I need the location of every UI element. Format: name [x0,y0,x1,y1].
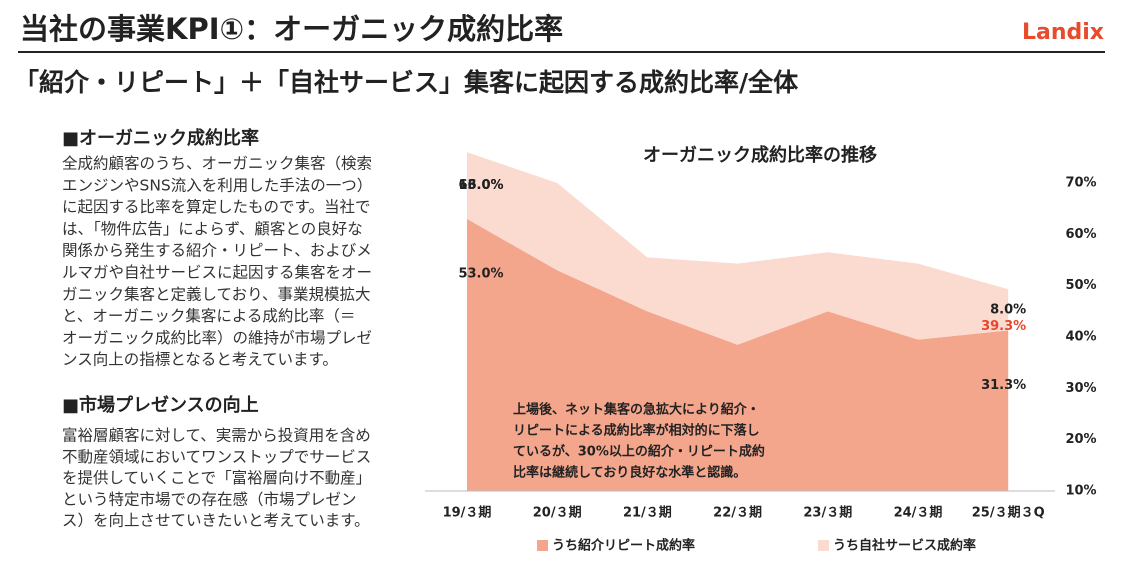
legend-label: うち紹介リピート成約率 [552,538,695,554]
data-label: 53.0% [458,266,503,281]
body-text: ルマガや自社サービスに起因する集客をオー [62,264,372,282]
x-tick-label: 25/３期３Q [972,506,1045,521]
annotation: 上場後、ネット集客の急拡大により紹介・ [513,402,760,418]
y-tick-label: 70% [1065,176,1096,191]
x-tick-label: 23/３期 [803,506,852,521]
subtitle: 「紹介・リピート」＋「自社サービス」集客に起因する成約比率/全体 [14,68,799,97]
y-tick-label: 40% [1065,330,1096,345]
section-heading: ■市場プレゼンスの向上 [62,394,259,416]
area [467,218,1009,491]
total-label: 39.3% [981,319,1026,334]
body-text: 不動産領域においてワンストップでサービス [62,448,371,466]
body-text: 富裕層顧客に対して、実需から投資用を含め [62,427,371,445]
y-tick-label: 50% [1065,278,1096,293]
slide-title: 当社の事業KPI①：オーガニック成約比率 [20,12,563,46]
x-tick-label: 21/３期 [623,506,672,521]
body-text: ス）を向上させていきたいと考えています。 [62,512,370,530]
body-text: は、「物件広告」によらず、顧客との良好な [62,220,363,238]
section-heading: ■オーガニック成約比率 [62,127,259,149]
body-text: オーガニック成約比率）の維持が市場プレゼ [62,329,372,347]
body-text: 関係から発生する紹介・リピート、およびメ [62,242,372,260]
data-label: 13.0% [458,178,503,193]
logo: Landix [1022,20,1104,45]
body-text: エンジンやSNS流入を利用した手法の一つ） [62,176,372,194]
body-text: という特定市場での存在感（市場プレゼン [62,490,357,508]
x-tick-label: 22/３期 [713,506,762,521]
annotation: リピートによる成約比率が相対的に下落し [513,423,760,439]
x-tick-label: 24/３期 [894,506,943,521]
legend-label: うち自社サービス成約率 [833,538,976,554]
body-text: ンス向上の指標となると考えています。 [62,351,338,369]
body-text: と、オーガニック集客による成約比率（＝ [62,307,355,325]
total-label: 66.0% [458,178,503,193]
legend-swatch [537,540,548,551]
body-text: ガニック集客と定義しており、事業規模拡大 [62,285,370,303]
area [467,152,1009,345]
x-tick-label: 19/３期 [443,506,492,521]
y-tick-label: 10% [1065,484,1096,499]
body-text: に起因する比率を算定したものです。当社で [62,197,370,216]
body-text: 全成約顧客のうち、オーガニック集客（検索 [62,155,372,173]
annotation: ているが、30%以上の紹介・リピート成約 [513,444,765,460]
annotation: 比率は継続しており良好な水準と認識。 [513,465,746,481]
legend-swatch [818,540,829,551]
chart-title: オーガニック成約比率の推移 [643,144,877,166]
y-tick-label: 30% [1065,381,1096,396]
data-label: 8.0% [990,302,1026,317]
x-tick-label: 20/３期 [533,506,582,521]
y-tick-label: 60% [1065,227,1096,242]
body-text: を提供していくことで「富裕層向け不動産」 [62,469,371,487]
data-label: 31.3% [981,378,1026,393]
y-tick-label: 20% [1065,432,1096,447]
